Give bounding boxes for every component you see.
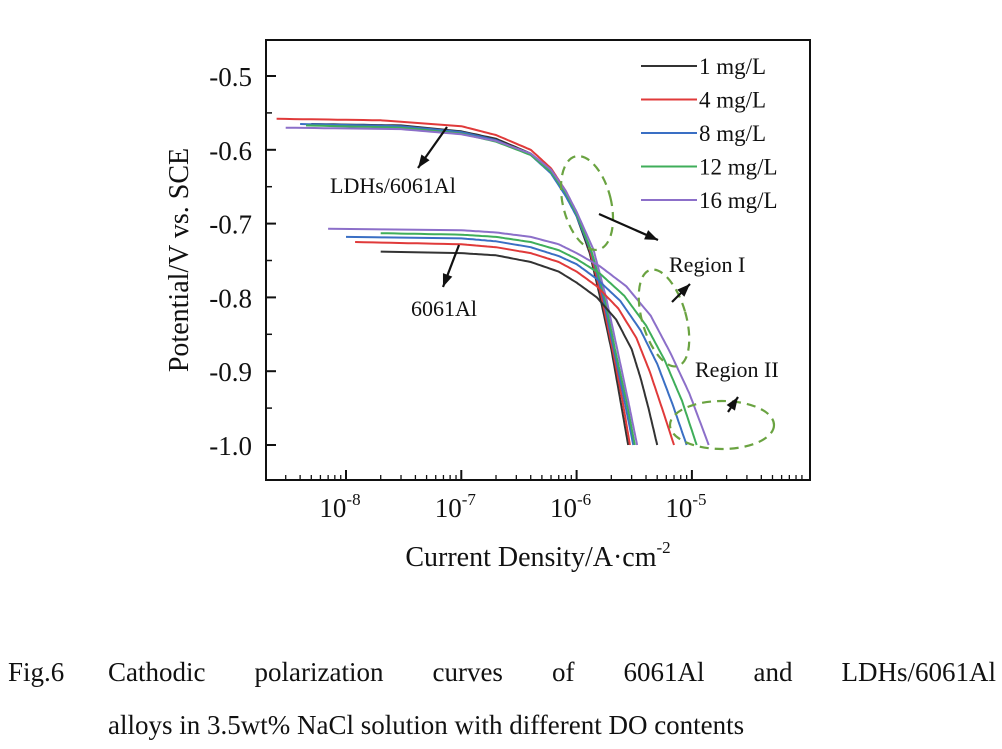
caption-word: LDHs/6061Al	[841, 657, 996, 687]
caption-word: curves	[432, 657, 503, 687]
series-line-4-mg-l	[355, 241, 675, 446]
caption-figure-label: Fig.6	[8, 657, 65, 687]
series-line-1-mg-l	[380, 250, 659, 446]
legend-label: 12 mg/L	[699, 155, 778, 180]
curve-group-6061al	[328, 227, 710, 446]
legend-item: 12 mg/L	[641, 155, 778, 180]
series-line-16-mg-l	[328, 227, 710, 446]
annotation-region-ii: Region II	[695, 357, 779, 382]
region-2-highlight	[668, 399, 776, 451]
y-tick-label: -1.0	[209, 431, 252, 461]
y-tick-label: -0.9	[209, 357, 252, 387]
legend-item: 1 mg/L	[641, 54, 766, 79]
series-line-12-mg-l	[380, 232, 698, 446]
legend-item: 16 mg/L	[641, 188, 778, 213]
caption-word: 6061Al	[623, 657, 705, 687]
region-1-arrow-head	[644, 230, 658, 240]
curve-group-ldhs-6061al	[276, 117, 639, 446]
series-line-16-mg-l	[285, 126, 639, 446]
y-tick-label: -0.6	[209, 136, 252, 166]
legend-label: 1 mg/L	[699, 54, 766, 79]
x-tick-label: 10-7	[435, 490, 477, 523]
legend-label: 4 mg/L	[699, 88, 766, 113]
al6061-label-arrow-head	[442, 273, 453, 287]
x-axis-title: Current Density/A·cm-2	[405, 538, 670, 573]
region-1-arrow-2-head	[677, 284, 690, 297]
curves	[276, 117, 710, 446]
legend-label: 8 mg/L	[699, 121, 766, 146]
caption-word: of	[551, 657, 575, 687]
x-tick-label: 10-5	[665, 490, 706, 523]
y-axis-title: Potential/V vs. SCE	[164, 148, 195, 372]
caption-text: Cathodic polarization curves of 6061Al and LDH…	[108, 652, 996, 692]
series-line-8-mg-l	[345, 235, 688, 446]
series-line-8-mg-l	[300, 123, 635, 446]
legend-label: 16 mg/L	[699, 188, 778, 213]
legend-item: 4 mg/L	[641, 88, 766, 113]
region-1-highlight-upper	[559, 154, 615, 252]
annotation-region-i: Region I	[669, 252, 745, 277]
region-2-arrow-head	[726, 397, 738, 411]
ldhs-label-arrow-head	[418, 154, 430, 168]
legend: 1 mg/L 4 mg/L 8 mg/L 12 mg/L 16 mg/L	[641, 54, 778, 213]
y-tick-label: -0.7	[209, 210, 252, 240]
caption-word: Cathodic	[108, 657, 206, 687]
axes: -0.5 -0.6 -0.7 -0.8 -0.9 -1.0 10-8 10-7 10-6 10-5…	[164, 62, 803, 573]
caption-word: and	[753, 657, 793, 687]
annotation-ldhs-6061al: LDHs/6061Al	[330, 173, 456, 198]
figure-caption-line1: Fig.6 Cathodic polarization curves of 6061Al…	[0, 652, 1002, 692]
y-tick-label: -0.8	[209, 283, 252, 313]
x-tick-label: 10-6	[550, 490, 591, 523]
figure-caption-line2: alloys in 3.5wt% NaCl solution with diff…	[108, 710, 745, 740]
caption-word: polarization	[254, 657, 384, 687]
region-1-highlight-lower	[637, 268, 691, 368]
annotation-6061al: 6061Al	[411, 296, 477, 321]
x-tick-label: 10-8	[319, 490, 360, 523]
legend-item: 8 mg/L	[641, 121, 766, 146]
annotations: LDHs/6061Al 6061Al Region I Region II	[330, 126, 779, 451]
y-tick-label: -0.5	[209, 62, 252, 92]
